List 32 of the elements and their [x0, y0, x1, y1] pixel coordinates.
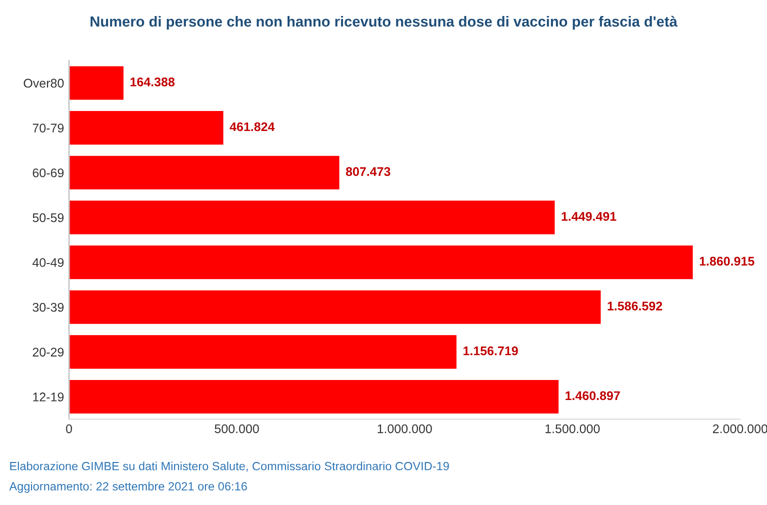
data-label: 1.156.719: [464, 346, 518, 356]
bar: [69, 244, 694, 280]
bar: [69, 154, 341, 191]
x-tick-label: 500.000: [214, 424, 259, 434]
text: Elaborazione GIMBE su dati Ministero Salute, Commissario Straordinario COVID-19: [10, 462, 449, 472]
data-label: 1.586.592: [608, 302, 662, 310]
y-tick-label: 12-19: [33, 392, 64, 402]
y-tick-label: Over80: [24, 78, 64, 88]
text: Aggiornamento: 22 settembre 2021 ore 06:16: [9, 482, 247, 493]
data-label: 1.860.915: [700, 256, 754, 266]
data-label: 164.388: [130, 78, 175, 86]
y-tick-label: 50-59: [32, 213, 64, 222]
data-label: 461.824: [230, 122, 275, 132]
bar: [69, 64, 125, 102]
bar: [69, 334, 458, 370]
x-tick-label: 2.000.000: [712, 424, 767, 434]
data-label: 807.473: [346, 167, 390, 176]
data-label: 1.460.897: [566, 391, 620, 400]
x-tick-label: 1.500.000: [546, 424, 600, 434]
chart-title: Numero di persone che non hanno ricevuto nessuna dose di vaccino per fascia d'età: [90, 16, 678, 30]
bar: [69, 199, 556, 236]
y-tick-label: 70-79: [32, 124, 64, 132]
y-tick-label: 60-69: [32, 168, 64, 178]
x-tick-label: 1.000.000: [378, 424, 432, 434]
y-tick-label: 40-49: [32, 258, 64, 267]
bar: [69, 288, 602, 326]
y-tick-label: 20-29: [32, 348, 64, 357]
bar: [69, 110, 225, 146]
data-label: 1.449.491: [562, 212, 616, 221]
x-tick-label: 0: [66, 424, 72, 434]
bar: [69, 378, 560, 415]
y-tick-label: 30-39: [32, 302, 64, 312]
